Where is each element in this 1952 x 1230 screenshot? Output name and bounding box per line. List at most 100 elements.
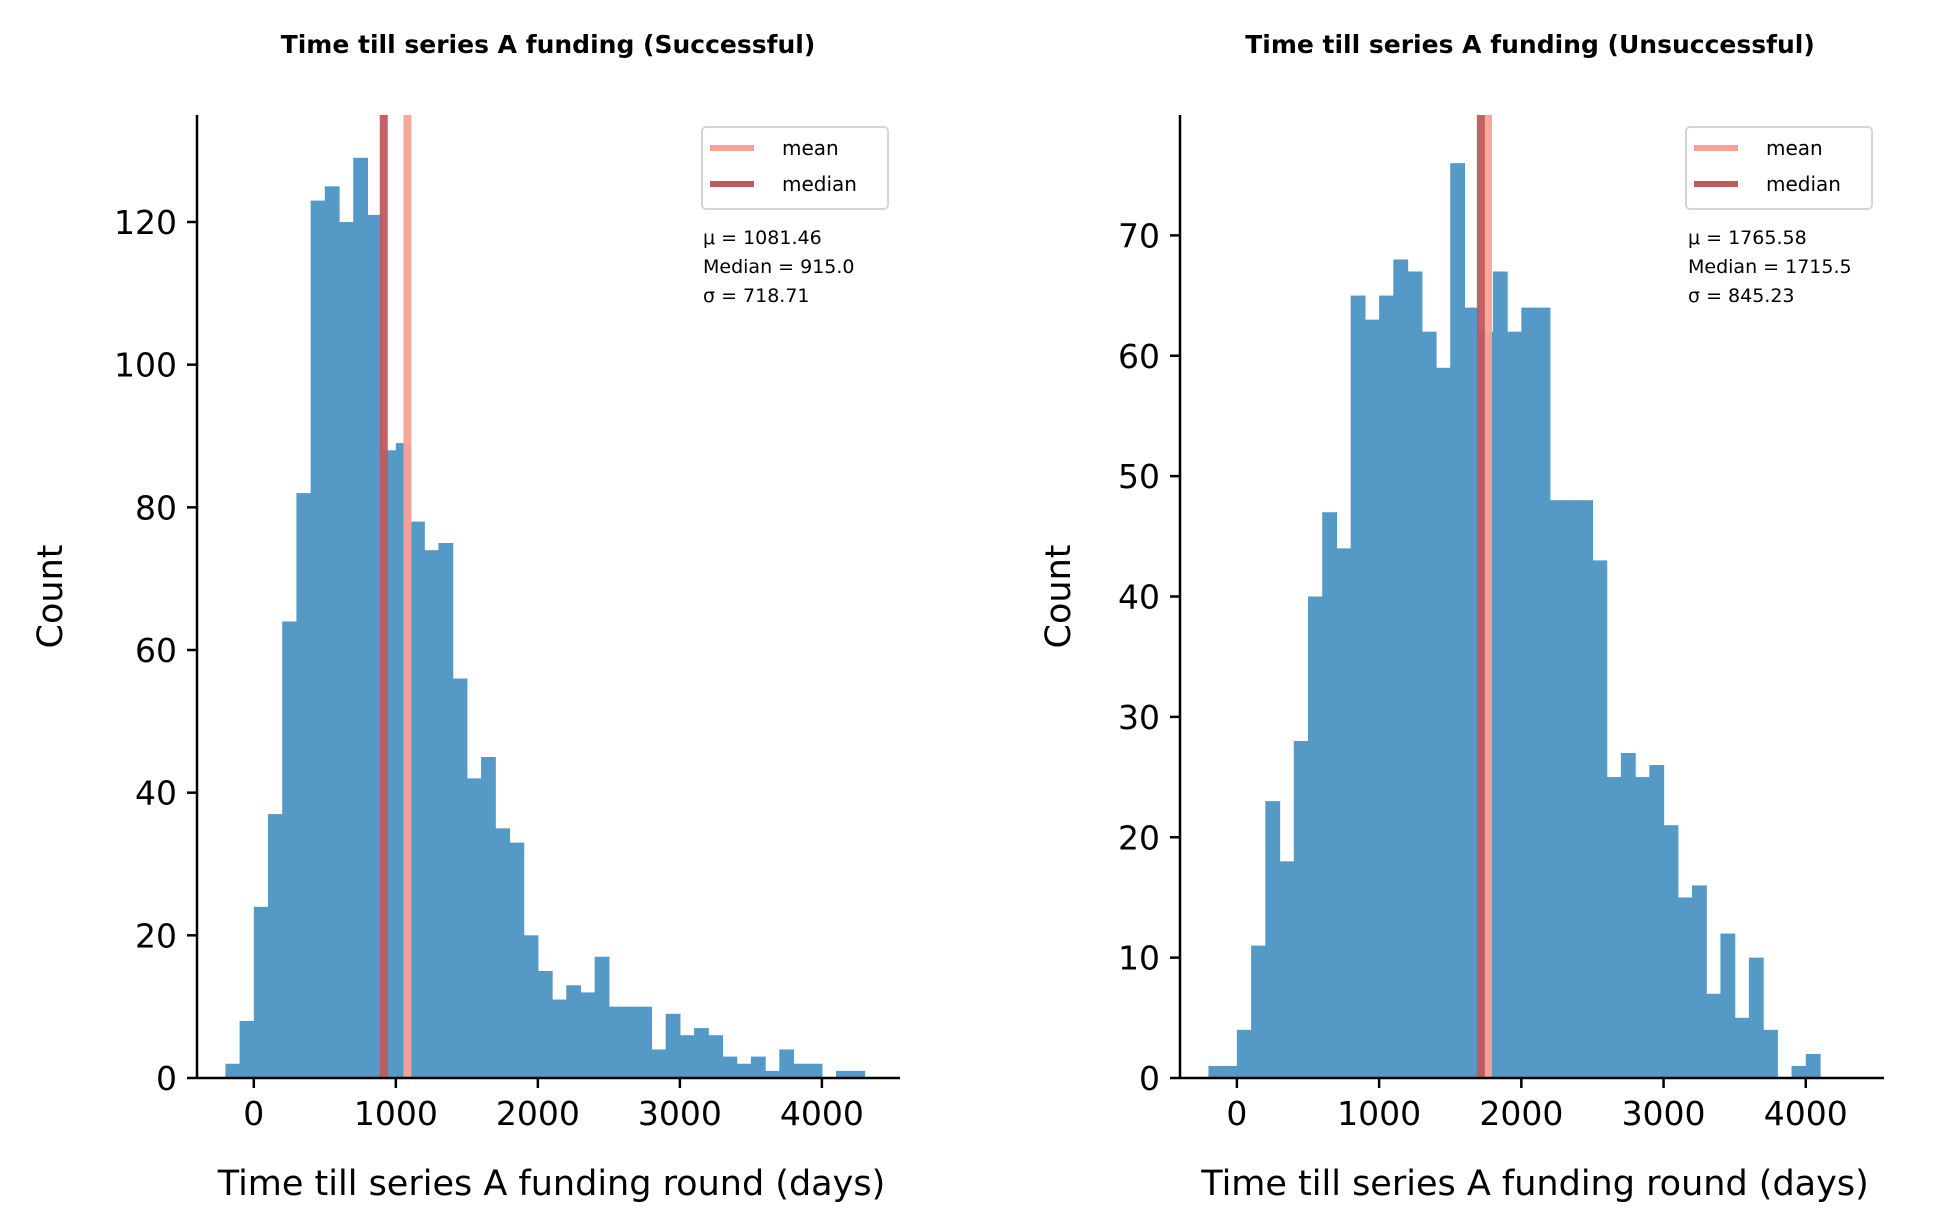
stats-line: μ = 1765.58 — [1688, 227, 1807, 249]
histogram-bar — [1407, 271, 1423, 1078]
histogram-bar — [1791, 1065, 1807, 1078]
histogram-bar — [1677, 897, 1693, 1078]
histogram-bar — [225, 1063, 241, 1078]
histogram-bar — [736, 1063, 752, 1078]
x-tick-label: 2000 — [1479, 1094, 1563, 1133]
histogram-bar — [1336, 548, 1352, 1078]
histogram-bar — [1364, 319, 1380, 1078]
x-tick-label: 1000 — [354, 1094, 438, 1133]
histogram-bar — [1464, 307, 1480, 1079]
y-tick-label: 120 — [114, 203, 177, 242]
histogram-bar — [367, 214, 383, 1078]
stats-annotation: μ = 1765.58 Median = 1715.5 σ = 845.23 — [1688, 227, 1852, 307]
histogram-successful: Time till series A funding (Successful) 0… — [31, 30, 900, 1204]
histogram-bar — [779, 1049, 795, 1078]
y-tick-label: 70 — [1118, 216, 1160, 255]
histogram-bar — [552, 999, 567, 1078]
stats-line: σ = 845.23 — [1688, 285, 1795, 307]
x-tick-label: 0 — [243, 1094, 264, 1133]
histogram-bar — [1279, 861, 1295, 1078]
histogram-bar — [637, 1006, 653, 1078]
y-axis-label: Count — [31, 545, 71, 649]
bars — [225, 157, 866, 1079]
histogram-bar — [1450, 163, 1466, 1078]
histogram-bar — [1350, 295, 1366, 1078]
y-axis-label: Count — [1039, 545, 1079, 649]
histogram-bar — [850, 1070, 866, 1078]
histogram-bar — [1763, 1029, 1778, 1078]
legend-mean-label: mean — [782, 136, 839, 160]
stats-line: μ = 1081.46 — [703, 227, 822, 249]
histogram-bar — [1251, 945, 1266, 1078]
histogram-bar — [765, 1070, 780, 1078]
histogram-bar — [623, 1006, 638, 1078]
histogram-bar — [1649, 765, 1665, 1078]
histogram-bar — [1308, 596, 1323, 1078]
y-tick-label: 80 — [135, 488, 177, 527]
y-tick-label: 50 — [1118, 457, 1160, 496]
y-tick-label: 40 — [1118, 578, 1160, 617]
stats-line: σ = 718.71 — [703, 285, 810, 307]
histogram-bar — [1535, 307, 1551, 1079]
x-tick-label: 0 — [1226, 1094, 1247, 1133]
histogram-bar — [1663, 825, 1679, 1078]
histogram-bar — [651, 1049, 667, 1078]
histogram-bar — [253, 906, 269, 1078]
histogram-bar — [495, 828, 511, 1078]
histogram-bar — [509, 842, 525, 1078]
x-tick-label: 3000 — [638, 1094, 722, 1133]
histogram-bar — [679, 1035, 695, 1078]
x-tick-label: 4000 — [1764, 1094, 1848, 1133]
y-tick-label: 100 — [114, 346, 177, 385]
legend-median-label: median — [782, 172, 857, 196]
histogram-bar — [268, 814, 283, 1078]
histogram-bar — [1393, 259, 1409, 1078]
x-axis-label: Time till series A funding round (days) — [1200, 1164, 1868, 1204]
histogram-bar — [410, 521, 425, 1078]
histogram-bar — [580, 992, 596, 1078]
legend: mean median — [1685, 126, 1873, 210]
stats-line: Median = 1715.5 — [1688, 256, 1852, 278]
histogram-bar — [282, 621, 298, 1078]
histogram-bar — [694, 1028, 709, 1078]
chart-title: Time till series A funding (Successful) — [281, 30, 816, 59]
histogram-bar — [750, 1056, 766, 1078]
y-tick-label: 40 — [135, 774, 177, 813]
histogram-bar — [566, 985, 582, 1078]
histogram-bar — [1322, 512, 1338, 1078]
histogram-bar — [1379, 295, 1394, 1078]
x-tick-label: 3000 — [1622, 1094, 1706, 1133]
histogram-bar — [1521, 307, 1537, 1079]
histogram-bar — [1421, 331, 1437, 1078]
histogram-bar — [523, 935, 539, 1078]
histogram-bar — [1692, 885, 1707, 1078]
histogram-bar — [296, 493, 312, 1079]
histogram-bar — [807, 1063, 823, 1078]
stats-line: Median = 915.0 — [703, 256, 855, 278]
histogram-bar — [665, 1013, 681, 1078]
histogram-bar — [1606, 777, 1622, 1078]
histogram-bar — [438, 543, 454, 1078]
histogram-unsuccessful: Time till series A funding (Unsuccessful… — [1039, 30, 1884, 1204]
histogram-bar — [1492, 271, 1508, 1078]
y-tick-label: 10 — [1118, 939, 1160, 978]
histogram-bar — [1706, 993, 1722, 1078]
x-axis-label: Time till series A funding round (days) — [217, 1164, 885, 1204]
histogram-bar — [239, 1020, 255, 1078]
histogram-bar — [353, 157, 369, 1079]
y-tick-label: 30 — [1118, 698, 1160, 737]
legend-median-label: median — [1766, 172, 1841, 196]
histogram-bar — [1720, 933, 1736, 1078]
y-tick-label: 0 — [1139, 1059, 1160, 1098]
histogram-bar — [452, 678, 468, 1078]
histogram-bar — [1265, 801, 1281, 1078]
histogram-bar — [1635, 777, 1650, 1078]
x-tick-label: 4000 — [780, 1094, 864, 1133]
y-tick-label: 20 — [135, 916, 177, 955]
histogram-bar — [1293, 740, 1309, 1078]
y-tick-label: 20 — [1118, 818, 1160, 857]
y-tick-label: 60 — [135, 631, 177, 670]
histogram-bar — [324, 186, 340, 1079]
y-tick-label: 0 — [156, 1059, 177, 1098]
histogram-bar — [836, 1070, 851, 1078]
